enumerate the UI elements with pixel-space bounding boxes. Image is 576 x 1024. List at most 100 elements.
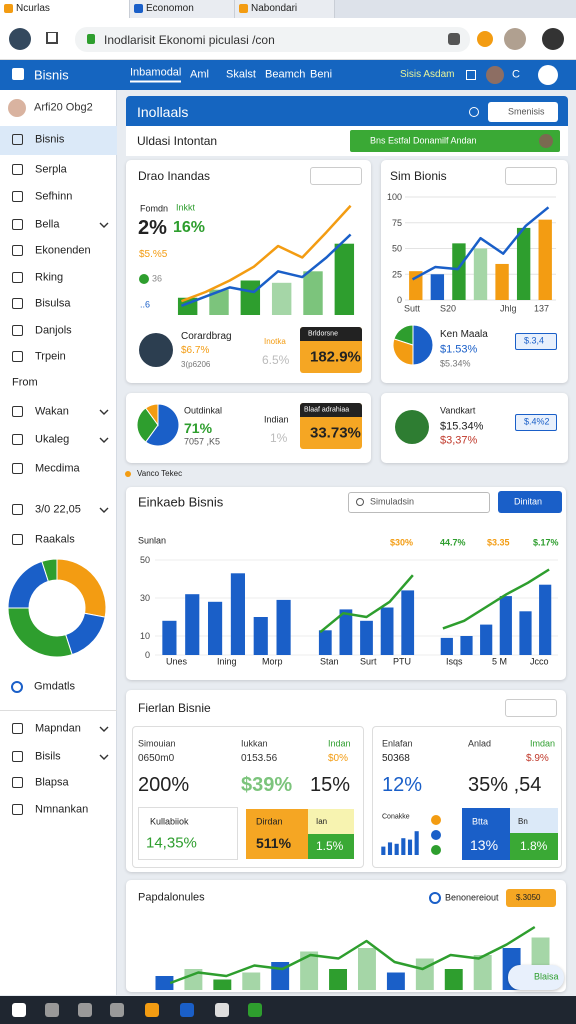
person-stat: $1.53% (440, 343, 478, 356)
nav-item[interactable]: Beamch (265, 68, 306, 81)
sidebar-item[interactable]: Rking (35, 271, 64, 284)
bar (538, 219, 552, 300)
stat-button[interactable] (515, 333, 557, 350)
dropdown[interactable] (505, 167, 557, 185)
stat-button-label[interactable]: $.4%2 (524, 416, 550, 427)
taskbar-icon[interactable] (78, 1003, 92, 1017)
dropdown[interactable] (505, 699, 557, 717)
sidebar-item[interactable]: Raakals (35, 533, 75, 546)
big-stat: 200% (138, 774, 190, 796)
tab-icon (134, 4, 143, 13)
sidebar-icon (12, 723, 23, 734)
pie-slice (393, 324, 414, 346)
bar (213, 979, 232, 990)
home-button[interactable] (46, 32, 58, 44)
sidebar-icon (12, 804, 23, 815)
floating-button-label[interactable]: Blaisa (534, 971, 559, 982)
bar (184, 969, 203, 990)
taskbar-icon[interactable] (110, 1003, 124, 1017)
stat-small: 36 (152, 273, 163, 284)
tab-title[interactable]: Economon (146, 3, 194, 14)
stat-box-value: 511% (256, 835, 292, 851)
bar (415, 958, 434, 990)
address-text[interactable]: Inodlarisit Ekonomi piculasi /con (104, 33, 275, 47)
bar (300, 951, 319, 990)
tab[interactable] (130, 0, 235, 18)
sidebar-item[interactable]: Bisulsa (35, 297, 71, 310)
search-box[interactable] (488, 102, 558, 122)
sidebar-item[interactable]: Bisils (35, 750, 61, 763)
taskbar (0, 996, 576, 1024)
pie-slice (7, 607, 73, 658)
sub-card (132, 726, 364, 868)
tab-title[interactable]: Nabondari (251, 3, 298, 14)
address-bar[interactable] (75, 27, 470, 52)
bar (495, 263, 509, 300)
nav-item[interactable]: Aml (190, 68, 209, 81)
taskbar-icon[interactable] (145, 1003, 159, 1017)
pie-chart (7, 558, 107, 658)
bar (460, 636, 473, 655)
link[interactable]: Benonereiout (445, 892, 499, 903)
sidebar-item[interactable]: Mecdima (35, 462, 80, 475)
extension-icon[interactable] (448, 33, 460, 45)
sidebar-item[interactable]: Wakan (35, 405, 69, 418)
chevron (99, 726, 109, 732)
action-button-label[interactable]: Bns Estfal Donamilf Andan (370, 135, 477, 146)
sidebar-item[interactable]: Ukaleg (35, 433, 70, 446)
sidebar-item[interactable]: Nmnankan (35, 803, 89, 816)
tab-title[interactable]: Ncurlas (16, 3, 50, 14)
x-tick-label: PTU (393, 656, 411, 667)
chevron-line (99, 222, 109, 228)
sidebar-item[interactable]: Ekonenden (35, 244, 91, 257)
floating-button[interactable] (508, 965, 564, 990)
search-placeholder[interactable]: Simuladsin (370, 496, 415, 507)
sidebar-item[interactable]: Sefhinn (35, 190, 73, 203)
stat-button-label[interactable]: $.3,4 (524, 335, 545, 346)
tab[interactable] (0, 0, 130, 18)
sidebar-item[interactable]: Bisnis (35, 133, 65, 146)
sidebar-item[interactable]: Bella (35, 218, 60, 231)
tab[interactable] (235, 0, 335, 18)
nav-item[interactable]: Beni (310, 68, 333, 81)
bar (387, 842, 393, 855)
x-tick-label: Isqs (446, 656, 463, 667)
taskbar-icon[interactable] (12, 1003, 26, 1017)
bar (329, 969, 348, 990)
nav-item[interactable]: Skalst (226, 68, 256, 81)
sidebar-item[interactable]: 3/0 22,05 (35, 503, 81, 516)
x-tick-label: 137 (534, 303, 550, 314)
account-name[interactable]: Sisis Asdam (400, 69, 455, 80)
active-item (0, 126, 117, 155)
stat-small: $5.%5 (139, 249, 168, 260)
sidebar-footer: Gmdatls (34, 680, 75, 693)
taskbar-icon[interactable] (248, 1003, 262, 1017)
stat-box-value: 13% (470, 837, 499, 853)
search-placeholder[interactable]: Smenisis (508, 106, 545, 117)
big-stat: 35% ,54 (468, 774, 542, 796)
search-box[interactable] (348, 492, 490, 513)
pie-chart (392, 324, 434, 366)
stat-box-label: Ian (316, 817, 328, 826)
dropdown[interactable] (310, 167, 362, 185)
sidebar-item[interactable]: Serpla (35, 163, 67, 176)
sub-card (372, 726, 562, 868)
action-button[interactable] (350, 130, 560, 152)
bar (339, 609, 353, 655)
sidebar-item[interactable]: Trpein (35, 350, 66, 363)
stat-box-label: Kullabiiok (150, 816, 189, 827)
sidebar-item[interactable]: Blapsa (35, 776, 69, 789)
taskbar-icon[interactable] (45, 1003, 59, 1017)
stat-button[interactable] (515, 414, 557, 431)
taskbar-icon[interactable] (180, 1003, 194, 1017)
stat-value: 16% (173, 219, 206, 236)
sidebar-item[interactable]: Danjols (35, 324, 72, 337)
sidebar-item[interactable]: Mapndan (35, 722, 81, 735)
taskbar-icon[interactable] (215, 1003, 229, 1017)
nav-item[interactable]: Inbamodal (130, 67, 182, 83)
apps-icon[interactable] (466, 70, 476, 80)
primary-button-label[interactable]: Dinitan (514, 496, 543, 507)
stat-sub: 50368 (382, 753, 410, 764)
chart: 0 25 50 75 100 (387, 192, 556, 305)
primary-button[interactable] (498, 491, 562, 513)
